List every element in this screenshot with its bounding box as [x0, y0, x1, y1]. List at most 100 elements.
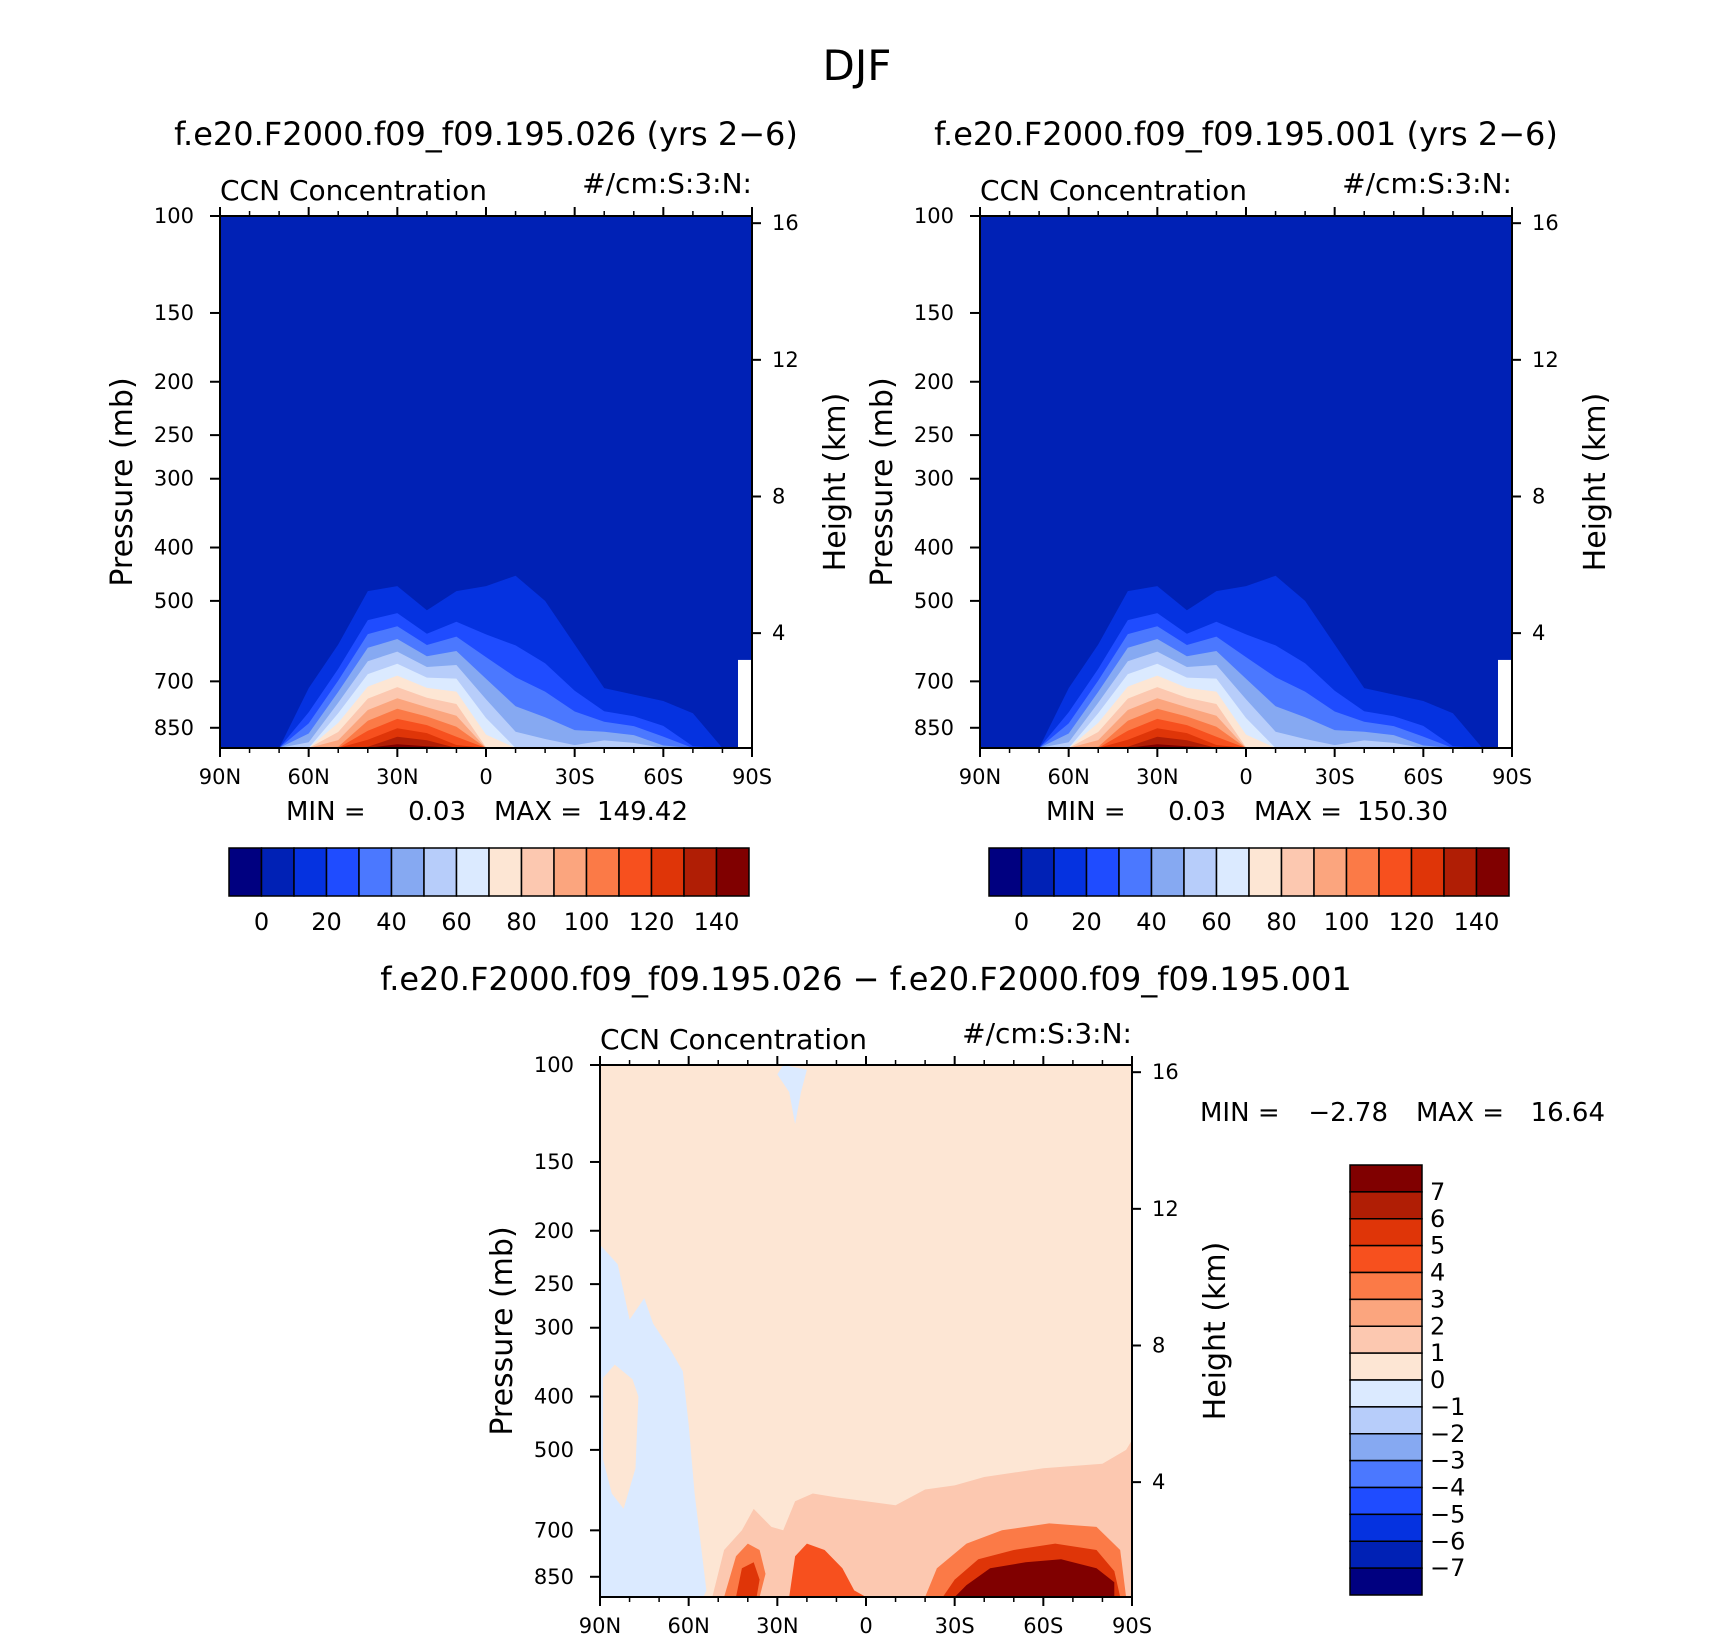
y-tick-label: 150	[154, 301, 194, 325]
colorbar-swatch	[988, 847, 1023, 897]
panel-right: f.e20.F2000.f09_f09.195.001 (yrs 2−6) CC…	[865, 115, 1613, 936]
colorbar-label: 140	[694, 908, 740, 936]
x-tick-label: 30N	[1136, 765, 1178, 789]
colorbar-swatch	[715, 847, 750, 897]
colorbar-swatch	[1410, 847, 1445, 897]
colorbar-swatch	[1349, 1298, 1423, 1327]
y2-tick-label: 16	[1532, 211, 1559, 235]
colorbar-label: 120	[1389, 908, 1435, 936]
plot-area	[220, 216, 752, 748]
colorbar-swatch	[618, 847, 653, 897]
colorbar-swatch	[1280, 847, 1315, 897]
colorbar-label: 2	[1430, 1312, 1445, 1340]
y-tick-label: 850	[154, 716, 194, 740]
y-tick-label: 200	[534, 1219, 574, 1243]
min-label: MIN =	[1046, 797, 1126, 827]
colorbar-swatch	[358, 847, 393, 897]
contour-fill	[600, 1065, 1132, 1597]
colorbar: 0 20 40 60 80 100 120 140	[228, 847, 750, 936]
variable-label: CCN Concentration	[600, 1023, 867, 1056]
y-tick-label: 150	[534, 1150, 574, 1174]
x-tick-label: 90N	[959, 765, 1001, 789]
axes: 90N 60N 30N 0 30S 60S 90S 100 150 200 250 300 400 500…	[914, 204, 1559, 789]
core-30n	[736, 1562, 760, 1597]
x-tick-label: 30N	[376, 765, 418, 789]
colorbar-label: 6	[1430, 1205, 1445, 1233]
colorbar-swatch	[1313, 847, 1348, 897]
contour-level	[980, 708, 1512, 748]
colorbar-label: 0	[1014, 908, 1029, 936]
colorbar-swatch	[1349, 1379, 1423, 1408]
units-label: #/cm:S:3:N:	[582, 167, 752, 200]
contour-fill	[980, 216, 1512, 748]
colorbar-label: 1	[1430, 1339, 1445, 1367]
colorbar-label: −3	[1430, 1447, 1465, 1475]
x-tick-label: 90N	[199, 765, 241, 789]
x-tick-label: 0	[1239, 765, 1252, 789]
colorbar-label: 120	[629, 908, 675, 936]
panel-title: f.e20.F2000.f09_f09.195.001 (yrs 2−6)	[934, 115, 1558, 153]
y-axis-label: Pressure (mb)	[865, 377, 900, 586]
missing-data-mask	[1498, 659, 1512, 748]
colorbar-label: 100	[564, 908, 610, 936]
colorbar-swatch	[585, 847, 620, 897]
colorbar-swatch	[1349, 1459, 1423, 1489]
colorbar-swatch	[1349, 1244, 1423, 1274]
y-tick-label: 100	[914, 204, 954, 228]
colorbar-swatch	[1349, 1513, 1423, 1542]
colorbar-swatch	[455, 847, 490, 897]
colorbar-label: −5	[1430, 1500, 1465, 1528]
y-axis-label: Pressure (mb)	[485, 1226, 520, 1435]
y2-tick-label: 12	[1152, 1197, 1179, 1221]
colorbar-swatch	[1349, 1352, 1423, 1381]
core-15n	[789, 1543, 866, 1597]
colorbar-label: 60	[1201, 908, 1232, 936]
colorbar-label: 40	[1136, 908, 1167, 936]
y-tick-label: 300	[534, 1316, 574, 1340]
y-tick-label: 400	[154, 536, 194, 560]
colorbar-swatch	[423, 847, 458, 897]
y-tick-label: 100	[534, 1053, 574, 1077]
colorbar-swatch	[1215, 847, 1250, 897]
colorbar-label: 3	[1430, 1285, 1445, 1313]
colorbar-label: 5	[1430, 1232, 1445, 1260]
colorbar-swatch	[1118, 847, 1153, 897]
colorbar-swatch	[1349, 1540, 1423, 1569]
x-tick-label: 30N	[756, 1614, 798, 1638]
colorbar-swatch	[683, 847, 718, 897]
colorbar-swatch	[1443, 847, 1478, 897]
colorbar-label: 0	[1430, 1366, 1445, 1394]
colorbar-label: −1	[1430, 1393, 1465, 1421]
y-tick-label: 200	[914, 370, 954, 394]
y-tick-label: 500	[154, 589, 194, 613]
colorbar-label: −7	[1430, 1554, 1465, 1582]
colorbar-swatch	[520, 847, 555, 897]
max-label: MAX =	[1254, 797, 1342, 827]
min-label: MIN =	[1200, 1098, 1280, 1128]
y-tick-label: 700	[154, 669, 194, 693]
colorbar-swatch	[1378, 847, 1413, 897]
colorbar-swatch	[553, 847, 588, 897]
y-tick-label: 250	[154, 423, 194, 447]
colorbar-swatch	[1349, 1567, 1423, 1596]
y2-tick-label: 12	[772, 348, 799, 372]
contour-fill	[220, 216, 752, 748]
colorbar-label: 80	[506, 908, 537, 936]
colorbar-swatch	[1349, 1325, 1423, 1354]
x-tick-label: 60N	[667, 1614, 709, 1638]
variable-label: CCN Concentration	[220, 174, 487, 207]
y-tick-label: 700	[914, 669, 954, 693]
colorbar-swatch	[1349, 1218, 1423, 1247]
y-tick-label: 850	[914, 716, 954, 740]
x-tick-label: 60S	[1403, 765, 1443, 789]
colorbar-swatch	[1349, 1164, 1423, 1193]
y2-tick-label: 8	[1152, 1333, 1165, 1357]
y2-tick-label: 12	[1532, 348, 1559, 372]
panel-left: f.e20.F2000.f09_f09.195.026 (yrs 2−6) CC…	[105, 115, 853, 936]
colorbar-swatch	[325, 847, 360, 897]
contour-level	[220, 718, 752, 748]
colorbar-label: 80	[1266, 908, 1297, 936]
colorbar-swatch	[1475, 847, 1510, 897]
y-tick-label: 300	[914, 467, 954, 491]
colorbar-swatch	[260, 847, 295, 897]
